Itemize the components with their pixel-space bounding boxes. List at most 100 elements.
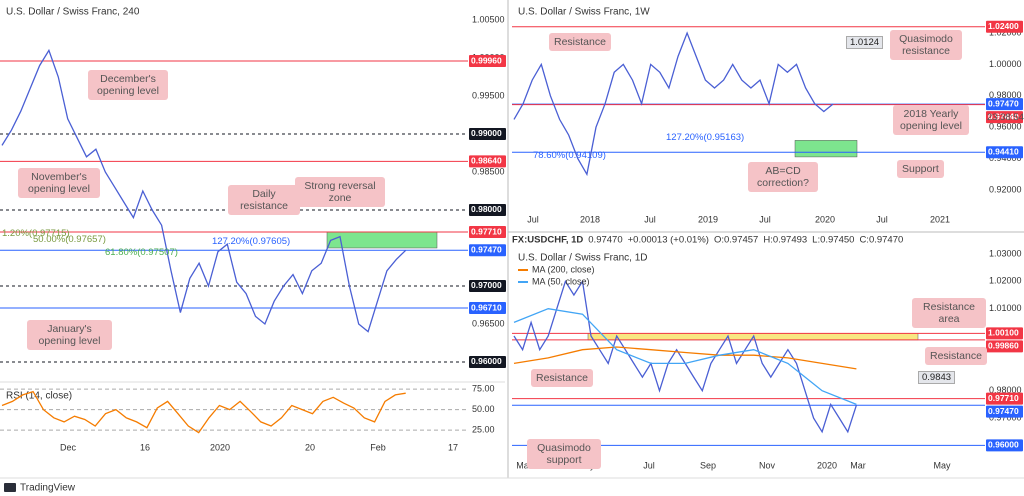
x-tick-label: 2020 [815,214,835,224]
price-tag [469,302,506,315]
y-tick-label: 0.98000 [989,90,1022,100]
price-tag [469,55,506,68]
callout: Daily resistance [228,185,300,215]
price-tag [986,340,1023,353]
x-tick-label: 20 [305,442,315,452]
y-tick-label: 0.98000 [989,385,1022,395]
price-tag-label: 0.99960 [471,55,502,65]
y-tick-label: 25.00 [472,425,495,435]
chart-title: U.S. Dollar / Swiss Franc, 1D [518,253,647,264]
level-label: 61.80%(0.97507) [105,247,178,258]
x-tick-label: Dec [60,442,77,452]
price-tag-label: 0.97470 [988,98,1019,108]
level-label: 127.20%(0.97605) [212,236,291,247]
callout: Strong reversal zone [295,177,385,207]
price-tag [986,392,1023,405]
price-tag [469,244,506,257]
price-line [513,346,857,370]
x-tick-label: Jul [643,460,655,470]
price-tag-label: 0.94410 [988,146,1019,156]
callout: Support [897,160,944,178]
callout: January's opening level [27,320,112,350]
x-tick-label: Jul [644,214,656,224]
x-tick-label: Feb [370,442,386,452]
price-tag-label: 0.96000 [988,440,1019,450]
header-item: L:0.97450 [812,235,854,246]
y-tick-label: 75.00 [472,383,495,393]
price-line [513,279,858,434]
price-tag-label: 0.96000 [471,356,502,366]
price-tag [469,279,506,292]
logo [4,483,16,492]
price-tag [986,98,1023,111]
price-tag-label: 0.98000 [471,204,502,214]
header-item: FX:USDCHF, 1D [512,235,583,246]
header-item: H:0.97493 [763,235,807,246]
price-tag [986,20,1023,33]
y-tick-label: 50.00 [472,404,495,414]
price-tag [986,439,1023,452]
chart-title: U.S. Dollar / Swiss Franc, 1W [518,7,650,18]
x-tick-label: 2020 [817,460,837,470]
legend-entry: MA (50, close) [532,276,590,286]
callout: Quasimodo resistance [890,30,962,60]
y-tick-label: 1.00500 [472,14,505,24]
price-tag-label: 1.02400 [988,21,1019,31]
price-tag [469,203,506,216]
zone [794,140,858,158]
callout: Resistance area [912,298,986,328]
x-tick-label: 2020 [210,442,230,452]
price-tag-label: 1.00100 [988,328,1019,338]
y-tick-label: 0.96000 [989,122,1022,132]
legend-entry: MA (200, close) [532,264,595,274]
price-tag [469,226,506,239]
x-tick-label: Sep [700,460,716,470]
price-tag [469,127,506,140]
y-tick-label: 1.02000 [989,276,1022,286]
x-tick-label: 17 [448,442,458,452]
level-label: 1.20%(0.97715) [2,228,70,239]
callout: 2018 Yearly opening level [893,105,969,135]
price-line [513,308,857,406]
x-tick-label: Mar [516,460,532,470]
price-tag [469,155,506,168]
header-item: C:0.97470 [859,235,903,246]
x-tick-label: Jul [527,214,539,224]
callout: AB=CD correction? [748,162,818,192]
x-tick-label: Jul [876,214,888,224]
x-tick-label: 2021 [930,214,950,224]
price-tag-label: 0.97470 [471,245,502,255]
x-tick-label: Nov [759,460,776,470]
y-tick-label: 0.92000 [989,184,1022,194]
price-tag-label: 0.97440 [988,111,1019,121]
chart-title: RSI (14, close) [6,391,72,402]
price-line [1,390,406,434]
level-label: 50.00%(0.97657) [33,234,106,245]
callout: Resistance [925,347,987,365]
header-item: +0.00013 (+0.01%) [628,235,709,246]
price-tag-label: 0.96710 [471,302,502,312]
y-tick-label: 1.01000 [989,303,1022,313]
x-tick-label: May [933,460,951,470]
x-tick-label: 2019 [698,214,718,224]
y-tick-label: 1.00000 [989,59,1022,69]
price-tag-label: 0.97000 [471,280,502,290]
price-tag-label: 0.97710 [471,226,502,236]
price-tag-label: 0.99000 [471,128,502,138]
price-tag-label: 0.97470 [988,406,1019,416]
level-label: 127.20%(0.95163) [666,132,745,143]
level-label: 23:38:54 [987,112,1024,123]
zone [326,231,438,249]
chart-title: U.S. Dollar / Swiss Franc, 240 [6,7,140,18]
callout: December's opening level [88,70,168,100]
brand: TradingView [20,483,76,494]
y-tick-label: 0.99500 [472,90,505,100]
price-tag [986,327,1023,340]
value-box: 1.0124 [846,36,884,49]
price-line [513,31,834,177]
price-line [1,48,407,333]
callout: November's opening level [18,168,100,198]
value-box: 0.9843 [918,371,956,384]
